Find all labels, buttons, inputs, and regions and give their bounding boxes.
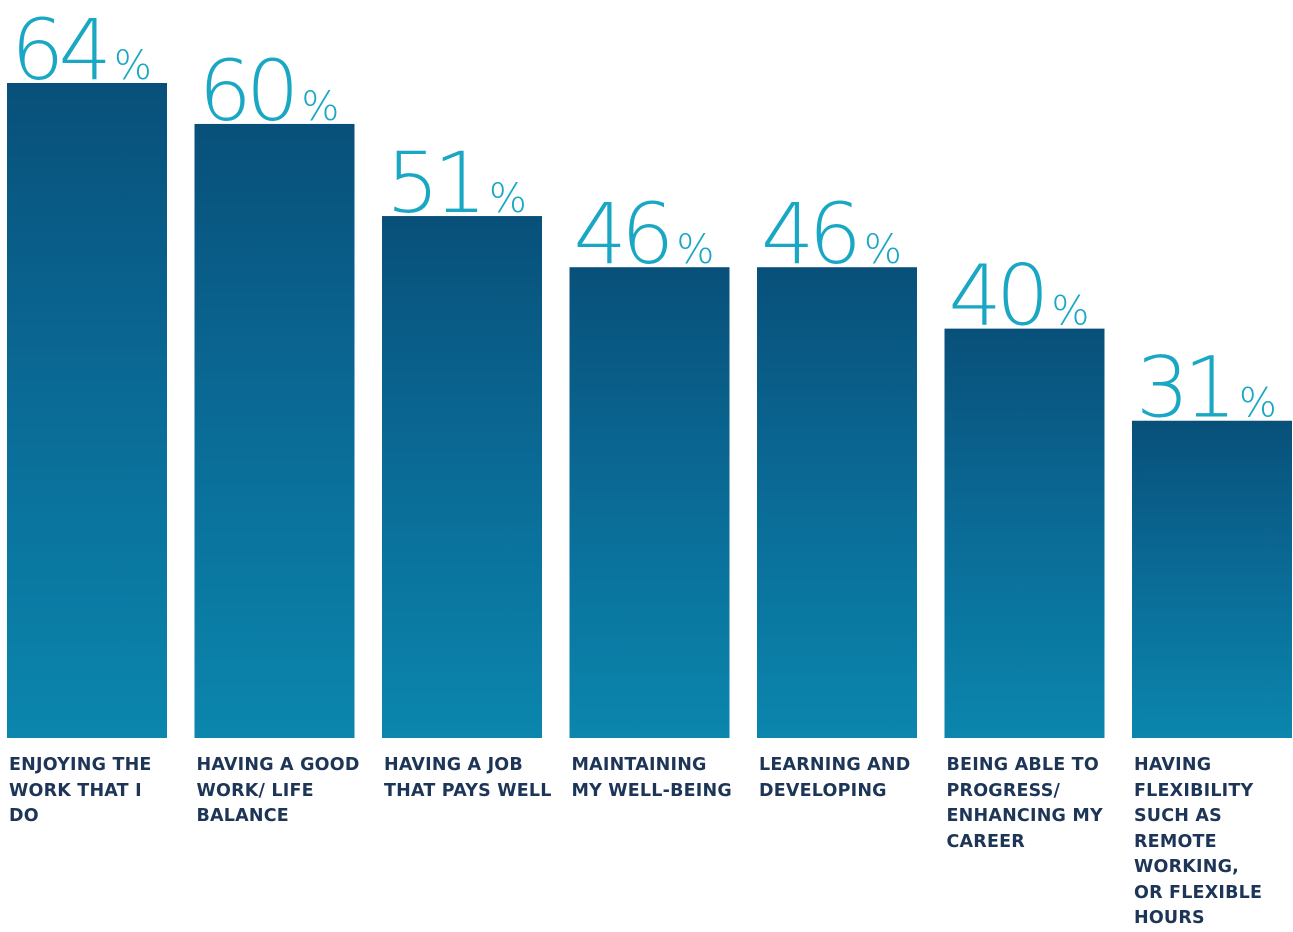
bar <box>382 216 542 738</box>
value-label: 46% <box>574 185 715 283</box>
category-label: HAVING A JOB THAT PAYS WELL <box>384 755 552 801</box>
category-label: HAVING A GOOD WORK/ LIFE BALANCE <box>196 755 360 826</box>
bar <box>569 267 730 738</box>
value-label: 64% <box>11 1 152 99</box>
bar <box>757 267 917 738</box>
value-label: 46% <box>761 185 902 283</box>
bar <box>194 123 355 738</box>
bar <box>7 83 167 738</box>
category-label: BEING ABLE TO PROGRESS/ ENHANCING MY CAR… <box>946 755 1103 852</box>
bar <box>944 328 1105 738</box>
value-label: 60% <box>199 42 340 140</box>
category-label: HAVING FLEXIBILITY SUCH AS REMOTE WORKIN… <box>1134 755 1263 928</box>
value-label: 31% <box>1136 339 1277 437</box>
category-label: LEARNING AND DEVELOPING <box>759 755 911 801</box>
category-label: MAINTAINING MY WELL-BEING <box>571 755 732 801</box>
value-label: 51% <box>386 134 527 232</box>
bar <box>1132 420 1292 738</box>
value-label: 40% <box>949 247 1090 345</box>
category-label: ENJOYING THE WORK THAT I DO <box>9 755 152 826</box>
